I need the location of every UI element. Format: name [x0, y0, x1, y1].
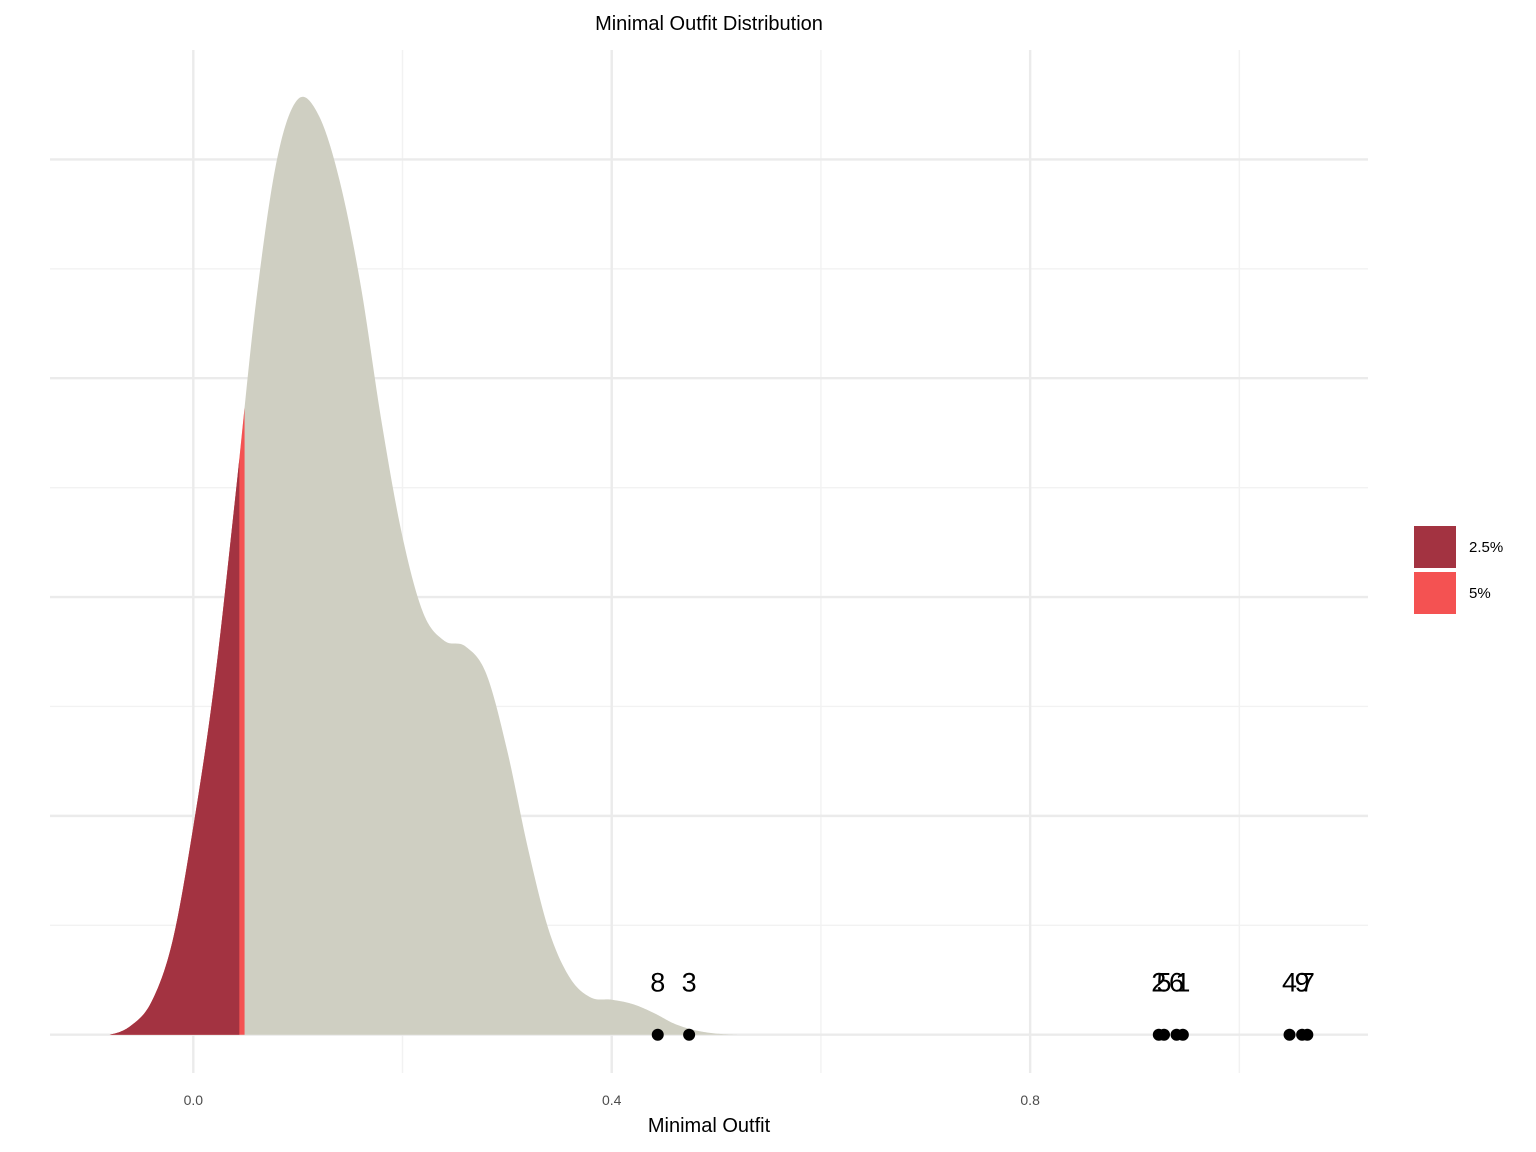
legend-label-1: 5% — [1469, 585, 1491, 602]
legend: 2.5% 5% — [1414, 526, 1503, 614]
point-label-9: 9 — [1295, 968, 1310, 998]
legend-key-0 — [1414, 526, 1456, 568]
legend-key-1 — [1414, 572, 1456, 614]
x-axis-title: Minimal Outfit — [648, 1115, 771, 1137]
legend-label-0: 2.5% — [1469, 539, 1503, 556]
point-3 — [683, 1028, 696, 1041]
point-4 — [1283, 1028, 1296, 1041]
density-area — [109, 96, 842, 1035]
x-tick-label-1: 0.4 — [602, 1092, 622, 1108]
x-tick-label-0: 0.0 — [184, 1092, 204, 1108]
point-label-2: 2 — [1151, 968, 1166, 998]
point-8 — [651, 1028, 664, 1041]
x-axis-ticks: 0.0 0.4 0.8 — [184, 1092, 1041, 1108]
density-fill — [109, 96, 842, 1035]
point-label-1: 1 — [1175, 968, 1190, 998]
point-label-3: 3 — [682, 968, 697, 998]
point-7 — [1301, 1028, 1314, 1041]
point-label-5: 5 — [1157, 968, 1172, 998]
point-label-6: 6 — [1169, 968, 1184, 998]
point-1 — [1176, 1028, 1189, 1041]
x-tick-label-2: 0.8 — [1020, 1092, 1040, 1108]
point-label-4: 4 — [1282, 968, 1297, 998]
outlier-points — [651, 1028, 1314, 1041]
point-5 — [1158, 1028, 1171, 1041]
point-label-8: 8 — [650, 968, 665, 998]
tail-2-5pct — [109, 459, 240, 1035]
point-label-7: 7 — [1300, 968, 1315, 998]
chart-title: Minimal Outfit Distribution — [595, 13, 823, 35]
